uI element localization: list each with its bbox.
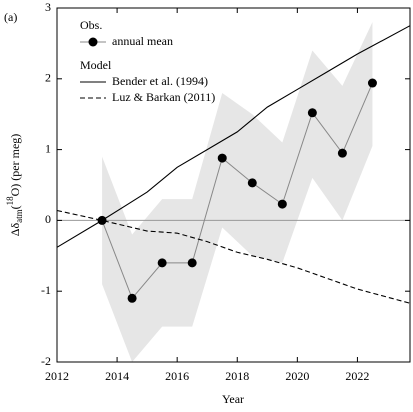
panel-label: (a): [4, 10, 17, 24]
uncertainty-band: [102, 22, 373, 362]
x-axis-label: Year: [222, 392, 244, 406]
obs-point: [277, 199, 287, 209]
obs-point: [367, 78, 377, 88]
plot-frame: [56, 7, 411, 363]
y-axis-label: Δδatm(18O) (per meg): [5, 134, 24, 237]
legend-label: Bender et al. (1994): [112, 74, 208, 88]
y-tick-label: 0: [45, 212, 51, 226]
y-tick-label: 1: [45, 141, 51, 155]
x-tick-label: 2014: [105, 369, 129, 383]
obs-point: [127, 293, 137, 303]
legend-label: annual mean: [112, 34, 173, 48]
x-tick-label: 2022: [345, 369, 369, 383]
y-tick-label: 2: [45, 71, 51, 85]
legend-group: Model: [80, 58, 112, 72]
legend-label: Luz & Barkan (2011): [112, 90, 215, 104]
obs-point: [187, 258, 197, 268]
y-tick-label: 3: [45, 0, 51, 14]
legend-group: Obs.: [80, 18, 102, 32]
y-tick-label: -1: [41, 283, 51, 297]
y-tick-label: -2: [41, 354, 51, 368]
obs-point: [307, 108, 317, 118]
x-tick-label: 2018: [225, 369, 249, 383]
obs-point: [247, 178, 257, 188]
obs-point: [337, 148, 347, 158]
x-tick-label: 2012: [45, 369, 69, 383]
x-tick-label: 2016: [165, 369, 189, 383]
model-line: [56, 25, 411, 248]
legend-marker: [88, 37, 98, 47]
obs-point: [157, 258, 167, 268]
obs-point: [217, 153, 227, 163]
obs-line: [101, 82, 373, 300]
model-line: [56, 209, 411, 304]
x-tick-label: 2020: [285, 369, 309, 383]
